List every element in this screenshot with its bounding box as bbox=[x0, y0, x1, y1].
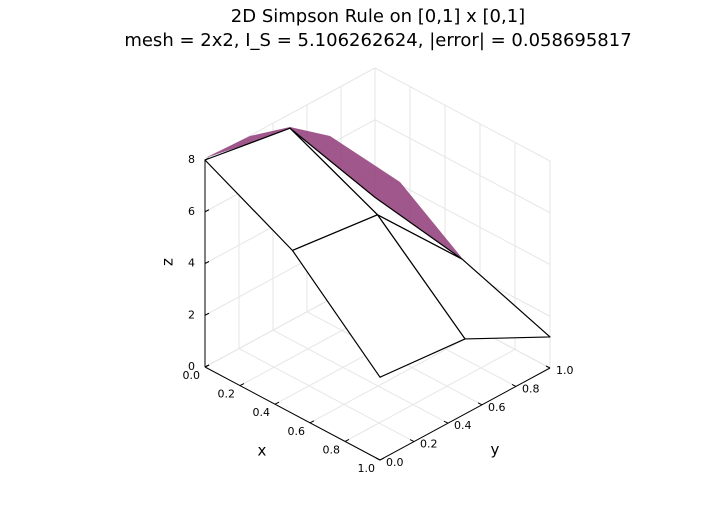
grid-line bbox=[374, 67, 551, 162]
x-tick-label: 0.2 bbox=[218, 388, 236, 401]
y-tick-label: 1.0 bbox=[556, 364, 574, 377]
axes: 0.0 0.2 0.4 0.6 0.8 1.0 0.0 0.2 0.4 0.6 0.8 1.0 0 2 4 6… bbox=[183, 153, 574, 475]
x-tick-label: 0.4 bbox=[253, 406, 271, 419]
x-tick-label: 0.6 bbox=[288, 425, 306, 438]
tick-mark bbox=[274, 401, 280, 405]
y-tick-label: 0.4 bbox=[454, 419, 472, 432]
y-tick-label: 0.0 bbox=[386, 456, 404, 469]
tick-mark bbox=[409, 439, 415, 443]
y-tick-label: 0.2 bbox=[420, 438, 438, 451]
x-axis-label: x bbox=[258, 442, 267, 460]
y-axis-label: y bbox=[491, 441, 500, 459]
z-tick-label: 4 bbox=[188, 257, 195, 270]
y-axis bbox=[379, 367, 551, 461]
x-tick-label: 0.8 bbox=[323, 443, 341, 456]
mesh-cell bbox=[291, 214, 466, 378]
tick-mark bbox=[204, 364, 210, 368]
z-tick-label: 2 bbox=[188, 308, 195, 321]
grid-line bbox=[272, 329, 449, 424]
tick-mark bbox=[545, 365, 551, 369]
tick-mark bbox=[375, 457, 381, 461]
tick-mark bbox=[204, 157, 210, 161]
tick-mark bbox=[511, 383, 517, 387]
grid-line bbox=[309, 330, 481, 424]
x-tick-label: 0.0 bbox=[183, 369, 201, 382]
surface-decoration bbox=[205, 127, 462, 258]
tick-mark bbox=[204, 312, 210, 316]
chart-title: 2D Simpson Rule on [0,1] x [0,1] bbox=[231, 6, 525, 27]
grid-line bbox=[374, 119, 551, 214]
grid-line bbox=[374, 171, 551, 265]
grid-line bbox=[238, 348, 415, 443]
tick-mark bbox=[204, 209, 210, 213]
z-tick-label: 6 bbox=[188, 205, 195, 218]
x-axis bbox=[204, 366, 381, 461]
tick-mark bbox=[477, 402, 483, 406]
chart-subtitle: mesh = 2x2, I_S = 5.106262624, |error| =… bbox=[124, 30, 631, 51]
tick-mark bbox=[379, 457, 385, 461]
tick-mark bbox=[309, 420, 315, 424]
y-tick-label: 0.8 bbox=[522, 382, 540, 395]
mesh bbox=[204, 127, 551, 378]
tick-mark bbox=[344, 438, 350, 442]
y-tick-label: 0.6 bbox=[488, 401, 506, 414]
z-tick-label: 0 bbox=[188, 360, 195, 373]
z-tick-label: 8 bbox=[188, 153, 195, 166]
grid-line bbox=[344, 348, 516, 442]
tick-mark bbox=[443, 420, 449, 424]
tick-mark bbox=[239, 383, 245, 387]
x-tick-label: 1.0 bbox=[358, 462, 376, 475]
z-axis-label: z bbox=[159, 258, 177, 266]
tick-mark bbox=[204, 261, 210, 264]
